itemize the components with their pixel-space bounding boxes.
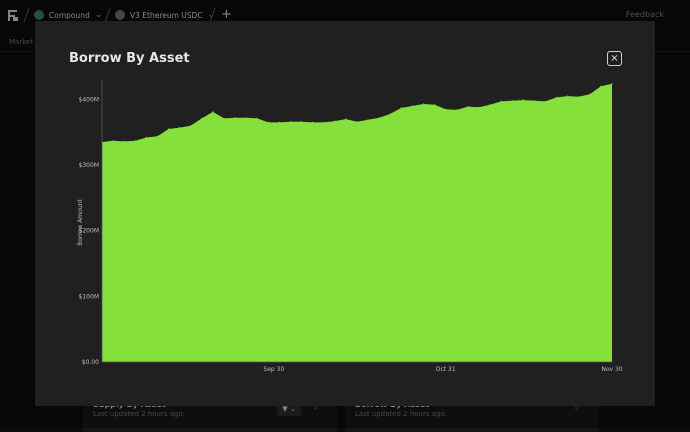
data-point — [489, 104, 491, 106]
ethereum-icon — [115, 10, 125, 20]
market-tab-label[interactable]: Market t — [9, 38, 39, 46]
borrow-area-series — [102, 83, 612, 362]
y-tick-label: $100M — [79, 293, 99, 300]
data-point — [289, 121, 292, 123]
data-point — [345, 118, 347, 120]
chevron-down-icon: ⌄ — [94, 10, 103, 20]
data-point — [456, 109, 458, 111]
data-point — [378, 117, 380, 119]
borrow-area-chart: $0.00 $100M $200M $300M $400M Sep 30 Oct 31 Nov… — [77, 79, 623, 373]
data-point — [467, 106, 469, 108]
data-point — [356, 121, 358, 123]
add-icon[interactable]: + — [221, 7, 232, 22]
expand-icon[interactable]: ⤢ — [575, 402, 582, 411]
data-point — [267, 121, 269, 123]
data-point — [256, 117, 258, 119]
data-point — [589, 93, 591, 95]
data-point — [334, 120, 336, 122]
data-point — [511, 100, 513, 102]
close-button[interactable]: × — [607, 51, 622, 66]
data-point — [112, 140, 114, 142]
y-tick-label: $0.00 — [82, 359, 99, 366]
modal-title: Borrow By Asset — [69, 51, 190, 66]
data-point — [389, 113, 391, 115]
x-tick-label: Oct 31 — [436, 366, 456, 373]
data-point — [434, 104, 436, 106]
y-tick-label: $400M — [79, 96, 99, 103]
data-point — [167, 128, 170, 130]
data-point — [123, 140, 125, 142]
data-point — [145, 136, 147, 139]
data-point — [367, 119, 369, 121]
project-name: Compound — [49, 10, 90, 20]
project-selector[interactable]: Compound ⌄ — [34, 10, 102, 20]
data-point — [323, 121, 325, 123]
data-point — [312, 121, 314, 123]
data-point — [611, 83, 613, 85]
data-point — [234, 117, 236, 119]
data-point — [600, 85, 602, 87]
data-point — [522, 99, 524, 101]
card-subtitle: Last updated 2 hours ago. — [355, 410, 447, 418]
data-point — [544, 100, 547, 102]
top-navigation-bar: Compound ⌄ V3 Ethereum USDC ⌄ + Feedback — [0, 0, 690, 32]
y-axis-title: Borrow Amount — [77, 199, 84, 246]
x-tick-label: Nov 30 — [601, 366, 622, 373]
data-point — [179, 127, 181, 129]
data-point — [223, 117, 225, 119]
data-point — [556, 96, 558, 98]
expand-icon[interactable]: ⤢ — [314, 402, 321, 411]
feedback-link[interactable]: Feedback — [625, 10, 664, 19]
data-point — [411, 105, 413, 107]
market-name: V3 Ethereum USDC — [130, 10, 203, 20]
card-subtitle: Last updated 2 hours ago. — [93, 410, 185, 418]
data-point — [478, 106, 480, 108]
data-point — [422, 103, 425, 105]
data-point — [156, 135, 158, 137]
x-tick-label: Sep 30 — [263, 366, 284, 373]
data-point — [567, 95, 569, 97]
data-point — [533, 100, 535, 102]
data-point — [134, 140, 136, 142]
data-point — [190, 125, 192, 127]
data-point — [201, 117, 203, 119]
data-point — [500, 100, 502, 102]
data-point — [578, 96, 580, 98]
data-point — [400, 107, 402, 109]
compound-icon — [34, 10, 44, 20]
data-point — [445, 108, 447, 110]
data-point — [278, 121, 280, 123]
y-tick-label: $300M — [79, 162, 99, 169]
data-point — [301, 121, 303, 123]
data-point — [212, 111, 214, 113]
y-tick-label: $200M — [79, 228, 99, 235]
data-point — [245, 117, 247, 119]
chart-modal: Borrow By Asset × $0.00 $100M $200M $300M $4… — [35, 21, 655, 406]
app-logo-icon[interactable] — [7, 9, 19, 22]
